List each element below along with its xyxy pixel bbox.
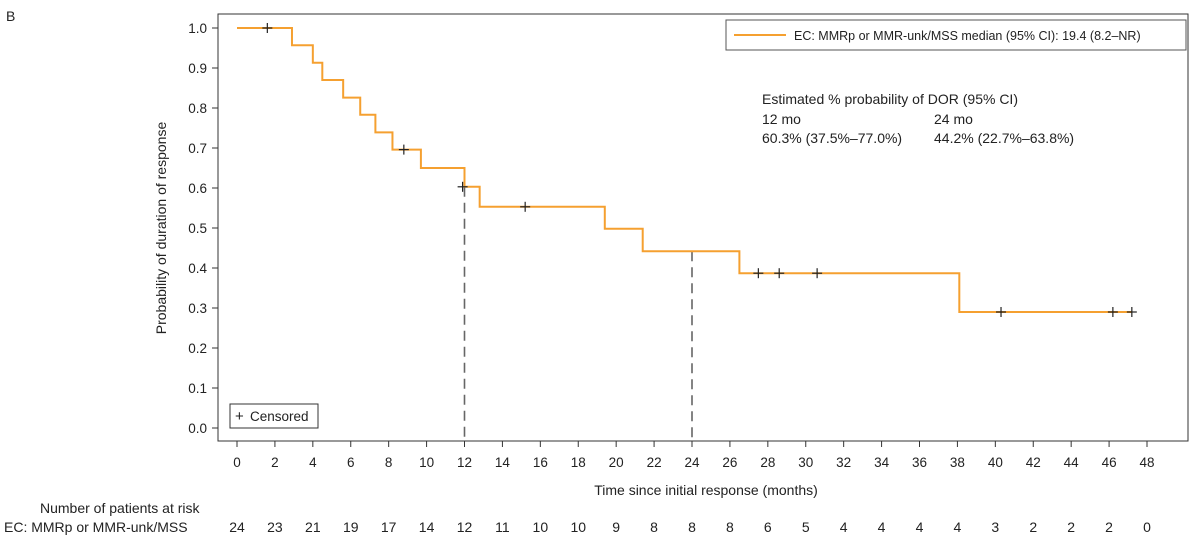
censor-mark	[399, 145, 409, 155]
censor-mark	[812, 268, 822, 278]
y-tick-label: 0.1	[188, 381, 207, 396]
x-tick-label: 20	[609, 455, 624, 470]
risk-value: 9	[612, 519, 620, 535]
risk-value: 4	[878, 519, 886, 535]
y-tick-label: 0.7	[188, 141, 207, 156]
x-tick-label: 24	[684, 455, 700, 470]
risk-value: 4	[916, 519, 924, 535]
censored-key-label: Censored	[250, 409, 309, 424]
x-tick-label: 28	[760, 455, 775, 470]
censored-key-symbol: +	[235, 408, 244, 425]
censor-mark	[262, 23, 272, 33]
y-tick-label: 0.4	[188, 261, 207, 276]
risk-value: 4	[840, 519, 848, 535]
x-tick-label: 16	[533, 455, 548, 470]
risk-table-row-label: EC: MMRp or MMR-unk/MSS	[4, 519, 188, 535]
y-tick-label: 0.6	[188, 181, 207, 196]
risk-value: 2	[1105, 519, 1113, 535]
censor-mark	[996, 307, 1006, 317]
dor-estimate-title: Estimated % probability of DOR (95% CI)	[762, 91, 1018, 107]
risk-value: 23	[267, 519, 283, 535]
risk-value: 4	[954, 519, 962, 535]
risk-value: 0	[1143, 519, 1151, 535]
censor-mark	[1127, 307, 1137, 317]
dor-24mo-value: 44.2% (22.7%–63.8%)	[934, 130, 1074, 146]
censor-mark	[774, 268, 784, 278]
x-tick-label: 40	[988, 455, 1003, 470]
x-tick-label: 36	[912, 455, 927, 470]
x-tick-label: 2	[271, 455, 279, 470]
x-tick-label: 12	[457, 455, 472, 470]
x-tick-label: 4	[309, 455, 317, 470]
censor-mark	[520, 202, 530, 212]
censor-marks	[262, 23, 1137, 317]
risk-value: 11	[495, 519, 510, 535]
risk-value: 6	[764, 519, 772, 535]
x-tick-label: 30	[798, 455, 813, 470]
x-tick-label: 34	[874, 455, 890, 470]
risk-value: 2	[1067, 519, 1075, 535]
dor-12mo-value: 60.3% (37.5%–77.0%)	[762, 130, 902, 146]
x-tick-label: 18	[571, 455, 586, 470]
x-tick-label: 6	[347, 455, 355, 470]
y-tick-label: 0.9	[188, 61, 207, 76]
risk-value: 2	[1029, 519, 1037, 535]
x-tick-label: 8	[385, 455, 393, 470]
plot-frame	[218, 14, 1188, 441]
risk-value: 12	[457, 519, 473, 535]
x-tick-label: 48	[1139, 455, 1154, 470]
y-tick-label: 0.3	[188, 301, 207, 316]
risk-value: 10	[570, 519, 586, 535]
risk-table-title: Number of patients at risk	[40, 500, 201, 516]
x-tick-label: 32	[836, 455, 851, 470]
x-tick-label: 26	[722, 455, 737, 470]
y-tick-label: 0.8	[188, 101, 207, 116]
panel-label: B	[6, 8, 15, 24]
y-tick-label: 0.2	[188, 341, 207, 356]
risk-value: 19	[343, 519, 359, 535]
y-axis: 0.0 0.1 0.2 0.3 0.4 0.5 0.6 0.7 0.8 0.9 1.0	[188, 21, 218, 436]
x-tick-label: 22	[647, 455, 662, 470]
y-axis-label: Probability of duration of response	[153, 122, 169, 335]
censor-mark	[753, 268, 763, 278]
km-curve	[237, 28, 1132, 312]
x-tick-label: 42	[1026, 455, 1041, 470]
x-tick-label: 46	[1102, 455, 1117, 470]
x-axis: 0 2 4 6 8 10 12 14 16 18 20 22 24 26 28 30 32 34 36 38 40 42 4…	[233, 441, 1154, 470]
risk-value: 21	[305, 519, 321, 535]
x-tick-label: 44	[1064, 455, 1080, 470]
risk-value: 14	[419, 519, 435, 535]
legend-series-label: EC: MMRp or MMR-unk/MSS median (95% CI):…	[794, 29, 1141, 43]
risk-value: 24	[229, 519, 245, 535]
y-tick-label: 0.5	[188, 221, 207, 236]
risk-value: 3	[991, 519, 999, 535]
censor-mark	[458, 182, 468, 192]
risk-value: 5	[802, 519, 810, 535]
reference-lines	[465, 187, 693, 441]
x-tick-label: 0	[233, 455, 241, 470]
risk-value: 8	[650, 519, 658, 535]
risk-table-values: 24 23 21 19 17 14 12 11 10 10 9 8 8 8 6 5 4 4 4 4 3 2 2 2 0	[229, 519, 1151, 535]
risk-value: 8	[726, 519, 734, 535]
y-tick-label: 1.0	[188, 21, 207, 36]
km-chart: B 0.00.10.20.30.40.50.60.70.80.91.0 0246…	[0, 0, 1200, 548]
dor-24mo-header: 24 mo	[934, 111, 973, 127]
x-tick-label: 38	[950, 455, 965, 470]
risk-value: 17	[381, 519, 397, 535]
censor-mark	[1108, 307, 1118, 317]
y-tick-label: 0.0	[188, 421, 207, 436]
risk-value: 10	[533, 519, 549, 535]
x-tick-label: 10	[419, 455, 434, 470]
x-axis-label: Time since initial response (months)	[594, 482, 818, 498]
x-tick-label: 14	[495, 455, 511, 470]
dor-12mo-header: 12 mo	[762, 111, 801, 127]
risk-value: 8	[688, 519, 696, 535]
